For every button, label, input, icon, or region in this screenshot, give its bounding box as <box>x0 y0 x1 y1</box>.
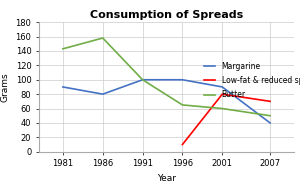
Line: Low-fat & reduced spreads: Low-fat & reduced spreads <box>182 94 270 144</box>
Y-axis label: Grams: Grams <box>1 72 10 102</box>
Legend: Margarine, Low-fat & reduced spreads, Butter: Margarine, Low-fat & reduced spreads, Bu… <box>201 59 300 102</box>
X-axis label: Year: Year <box>157 174 176 183</box>
Butter <box>61 48 65 50</box>
Butter <box>101 37 105 39</box>
Margarine <box>268 122 272 124</box>
Low-fat & reduced spreads <box>181 143 184 146</box>
Margarine <box>220 86 224 88</box>
Line: Margarine: Margarine <box>63 80 270 123</box>
Butter <box>220 107 224 110</box>
Butter <box>181 104 184 106</box>
Title: Consumption of Spreads: Consumption of Spreads <box>90 10 243 20</box>
Butter <box>268 115 272 117</box>
Margarine <box>181 79 184 81</box>
Line: Butter: Butter <box>63 38 270 116</box>
Butter <box>141 79 144 81</box>
Margarine <box>141 79 144 81</box>
Margarine <box>61 86 65 88</box>
Margarine <box>101 93 105 95</box>
Low-fat & reduced spreads <box>268 100 272 102</box>
Low-fat & reduced spreads <box>220 93 224 95</box>
